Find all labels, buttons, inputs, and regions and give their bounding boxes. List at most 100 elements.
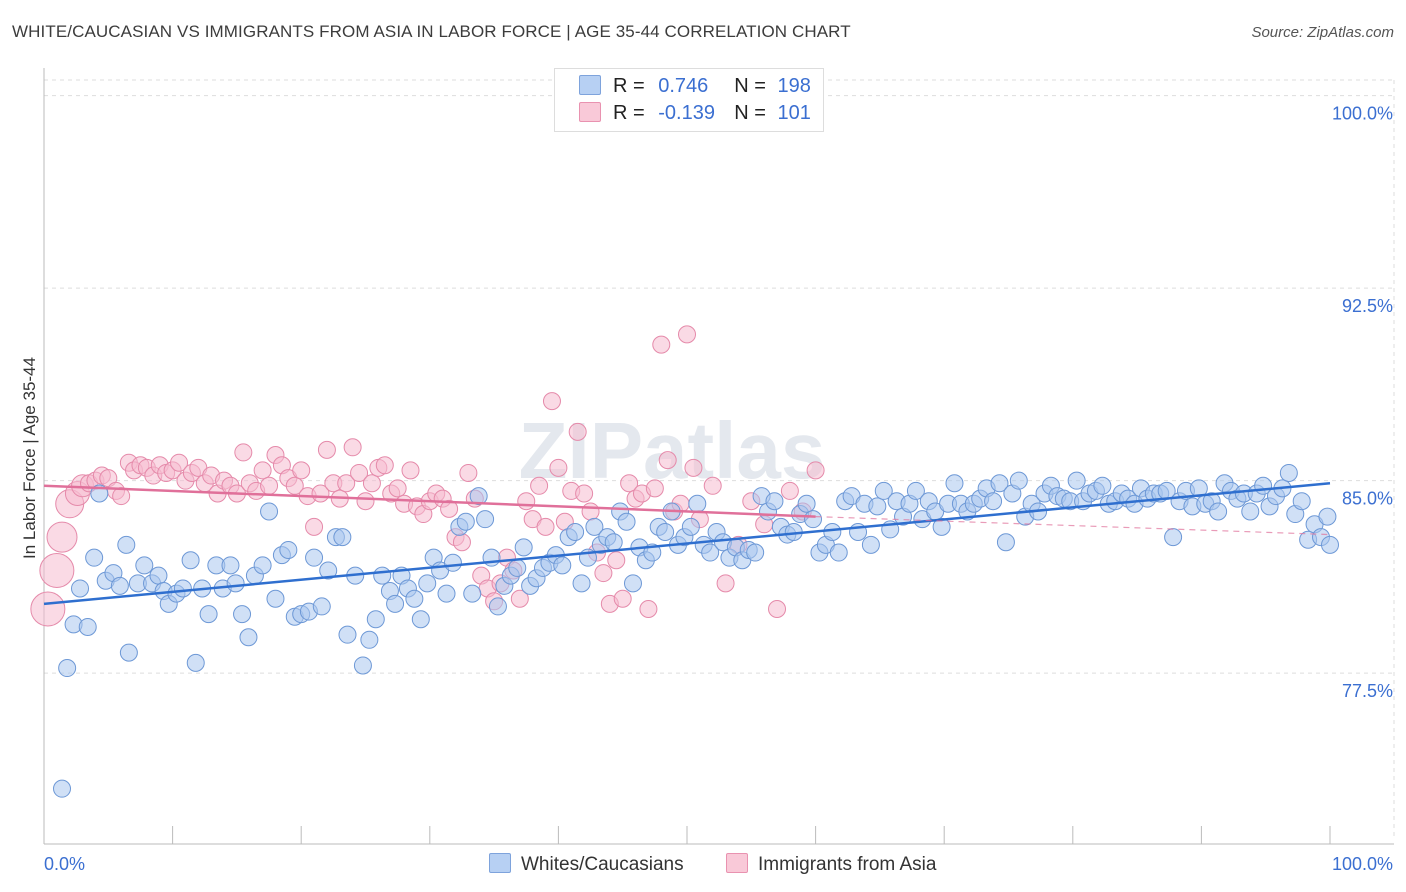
axes	[43, 68, 1394, 845]
whites-point	[312, 597, 331, 616]
immigrants-point	[388, 479, 407, 498]
whites-point	[373, 566, 392, 585]
y-axis-label: In Labor Force | Age 35-44	[20, 357, 39, 559]
whites-point	[906, 481, 925, 500]
immigrants-point	[581, 502, 600, 521]
whites-point	[266, 589, 285, 608]
whites-point	[868, 497, 887, 516]
legend-n-value: 198	[777, 75, 811, 97]
whites-point	[701, 543, 720, 562]
whites-point	[53, 779, 72, 798]
immigrants-point	[285, 476, 304, 495]
whites-point	[173, 579, 192, 598]
whites-point	[469, 487, 488, 506]
whites-point	[1292, 492, 1311, 511]
immigrants-point	[703, 476, 722, 495]
immigrants-point	[510, 589, 529, 608]
whites-point	[85, 548, 104, 567]
whites-points	[53, 463, 1339, 798]
immigrants-point	[343, 438, 362, 457]
whites-point	[765, 492, 784, 511]
x-tick-label: 100.0%	[1332, 854, 1393, 874]
source-label: Source: ZipAtlas.com	[1251, 24, 1394, 41]
whites-point	[945, 474, 964, 493]
bottom-legend-whites: Whites/Caucasians	[489, 853, 684, 876]
whites-point	[1067, 471, 1086, 490]
immigrants-point	[356, 492, 375, 511]
y-tick-label: 77.5%	[1342, 681, 1393, 701]
whites-point	[514, 538, 533, 557]
whites-point	[443, 553, 462, 572]
whites-point	[233, 605, 252, 624]
immigrants-point	[658, 451, 677, 470]
legend-r-value: -0.139	[658, 102, 715, 124]
legend-label-immigrants: Immigrants from Asia	[758, 854, 937, 875]
whites-point	[71, 579, 90, 598]
whites-point	[990, 474, 1009, 493]
whites-point	[360, 630, 379, 649]
legend-n-value: 101	[777, 102, 811, 124]
whites-point	[656, 523, 675, 541]
whites-point	[804, 510, 823, 529]
whites-point	[353, 656, 372, 675]
immigrants-point	[575, 484, 594, 503]
whites-point	[829, 543, 848, 562]
immigrants-point	[30, 591, 66, 627]
whites-point	[566, 523, 585, 541]
watermark: ZIPatlas	[519, 406, 826, 495]
immigrants-point	[350, 463, 369, 482]
immigrants-point	[542, 392, 561, 411]
whites-point	[488, 597, 507, 616]
immigrants-point	[170, 453, 189, 472]
whites-point	[984, 492, 1003, 511]
whites-point	[1279, 463, 1298, 482]
tick-labels: 77.5% 85.0% 92.5% 100.0% 0.0% 100.0%	[44, 104, 1393, 874]
immigrants-point	[362, 474, 381, 493]
immigrants-point	[549, 458, 568, 477]
whites-point	[226, 574, 245, 593]
whites-point	[239, 628, 258, 647]
immigrants-point	[46, 521, 78, 553]
y-tick-label: 92.5%	[1342, 296, 1393, 316]
whites-point	[688, 494, 707, 513]
whites-point	[476, 510, 495, 529]
immigrants-point	[639, 600, 658, 618]
whites-point	[110, 576, 129, 595]
whites-point	[386, 594, 405, 613]
immigrants-point	[452, 533, 471, 552]
immigrants-point	[607, 551, 626, 570]
legend-swatch-blue	[489, 853, 511, 873]
whites-point	[463, 584, 482, 603]
whites-point	[411, 610, 430, 629]
immigrants-trend-extension	[815, 516, 1331, 536]
trend-lines	[43, 481, 1331, 606]
immigrants-point	[806, 461, 825, 480]
whites-point	[1241, 502, 1260, 521]
legend-swatch-pink	[579, 102, 601, 122]
whites-point	[585, 517, 604, 536]
immigrants-point	[375, 456, 394, 475]
whites-point	[797, 494, 816, 513]
legend-r-label: R =	[613, 75, 645, 97]
whites-point	[1209, 502, 1228, 521]
whites-point	[199, 605, 218, 624]
whites-point	[553, 556, 572, 575]
whites-point	[1189, 479, 1208, 498]
whites-point	[366, 610, 385, 629]
whites-point	[932, 517, 951, 536]
whites-point	[221, 556, 240, 575]
whites-point	[186, 653, 205, 672]
y-tick-label: 100.0%	[1332, 104, 1393, 124]
y-tick-label: 85.0%	[1342, 489, 1393, 509]
legend-swatch-blue	[579, 75, 601, 95]
legend-label-whites: Whites/Caucasians	[521, 854, 684, 875]
legend-n-label: N =	[734, 75, 766, 97]
whites-trend-line	[43, 481, 1331, 606]
immigrants-point	[112, 487, 131, 506]
immigrants-point	[620, 474, 639, 493]
legend-n-label: N =	[734, 102, 766, 124]
whites-point	[279, 540, 298, 559]
whites-point	[1318, 507, 1337, 526]
legend-r-label: R =	[613, 102, 645, 124]
whites-point	[305, 548, 324, 567]
